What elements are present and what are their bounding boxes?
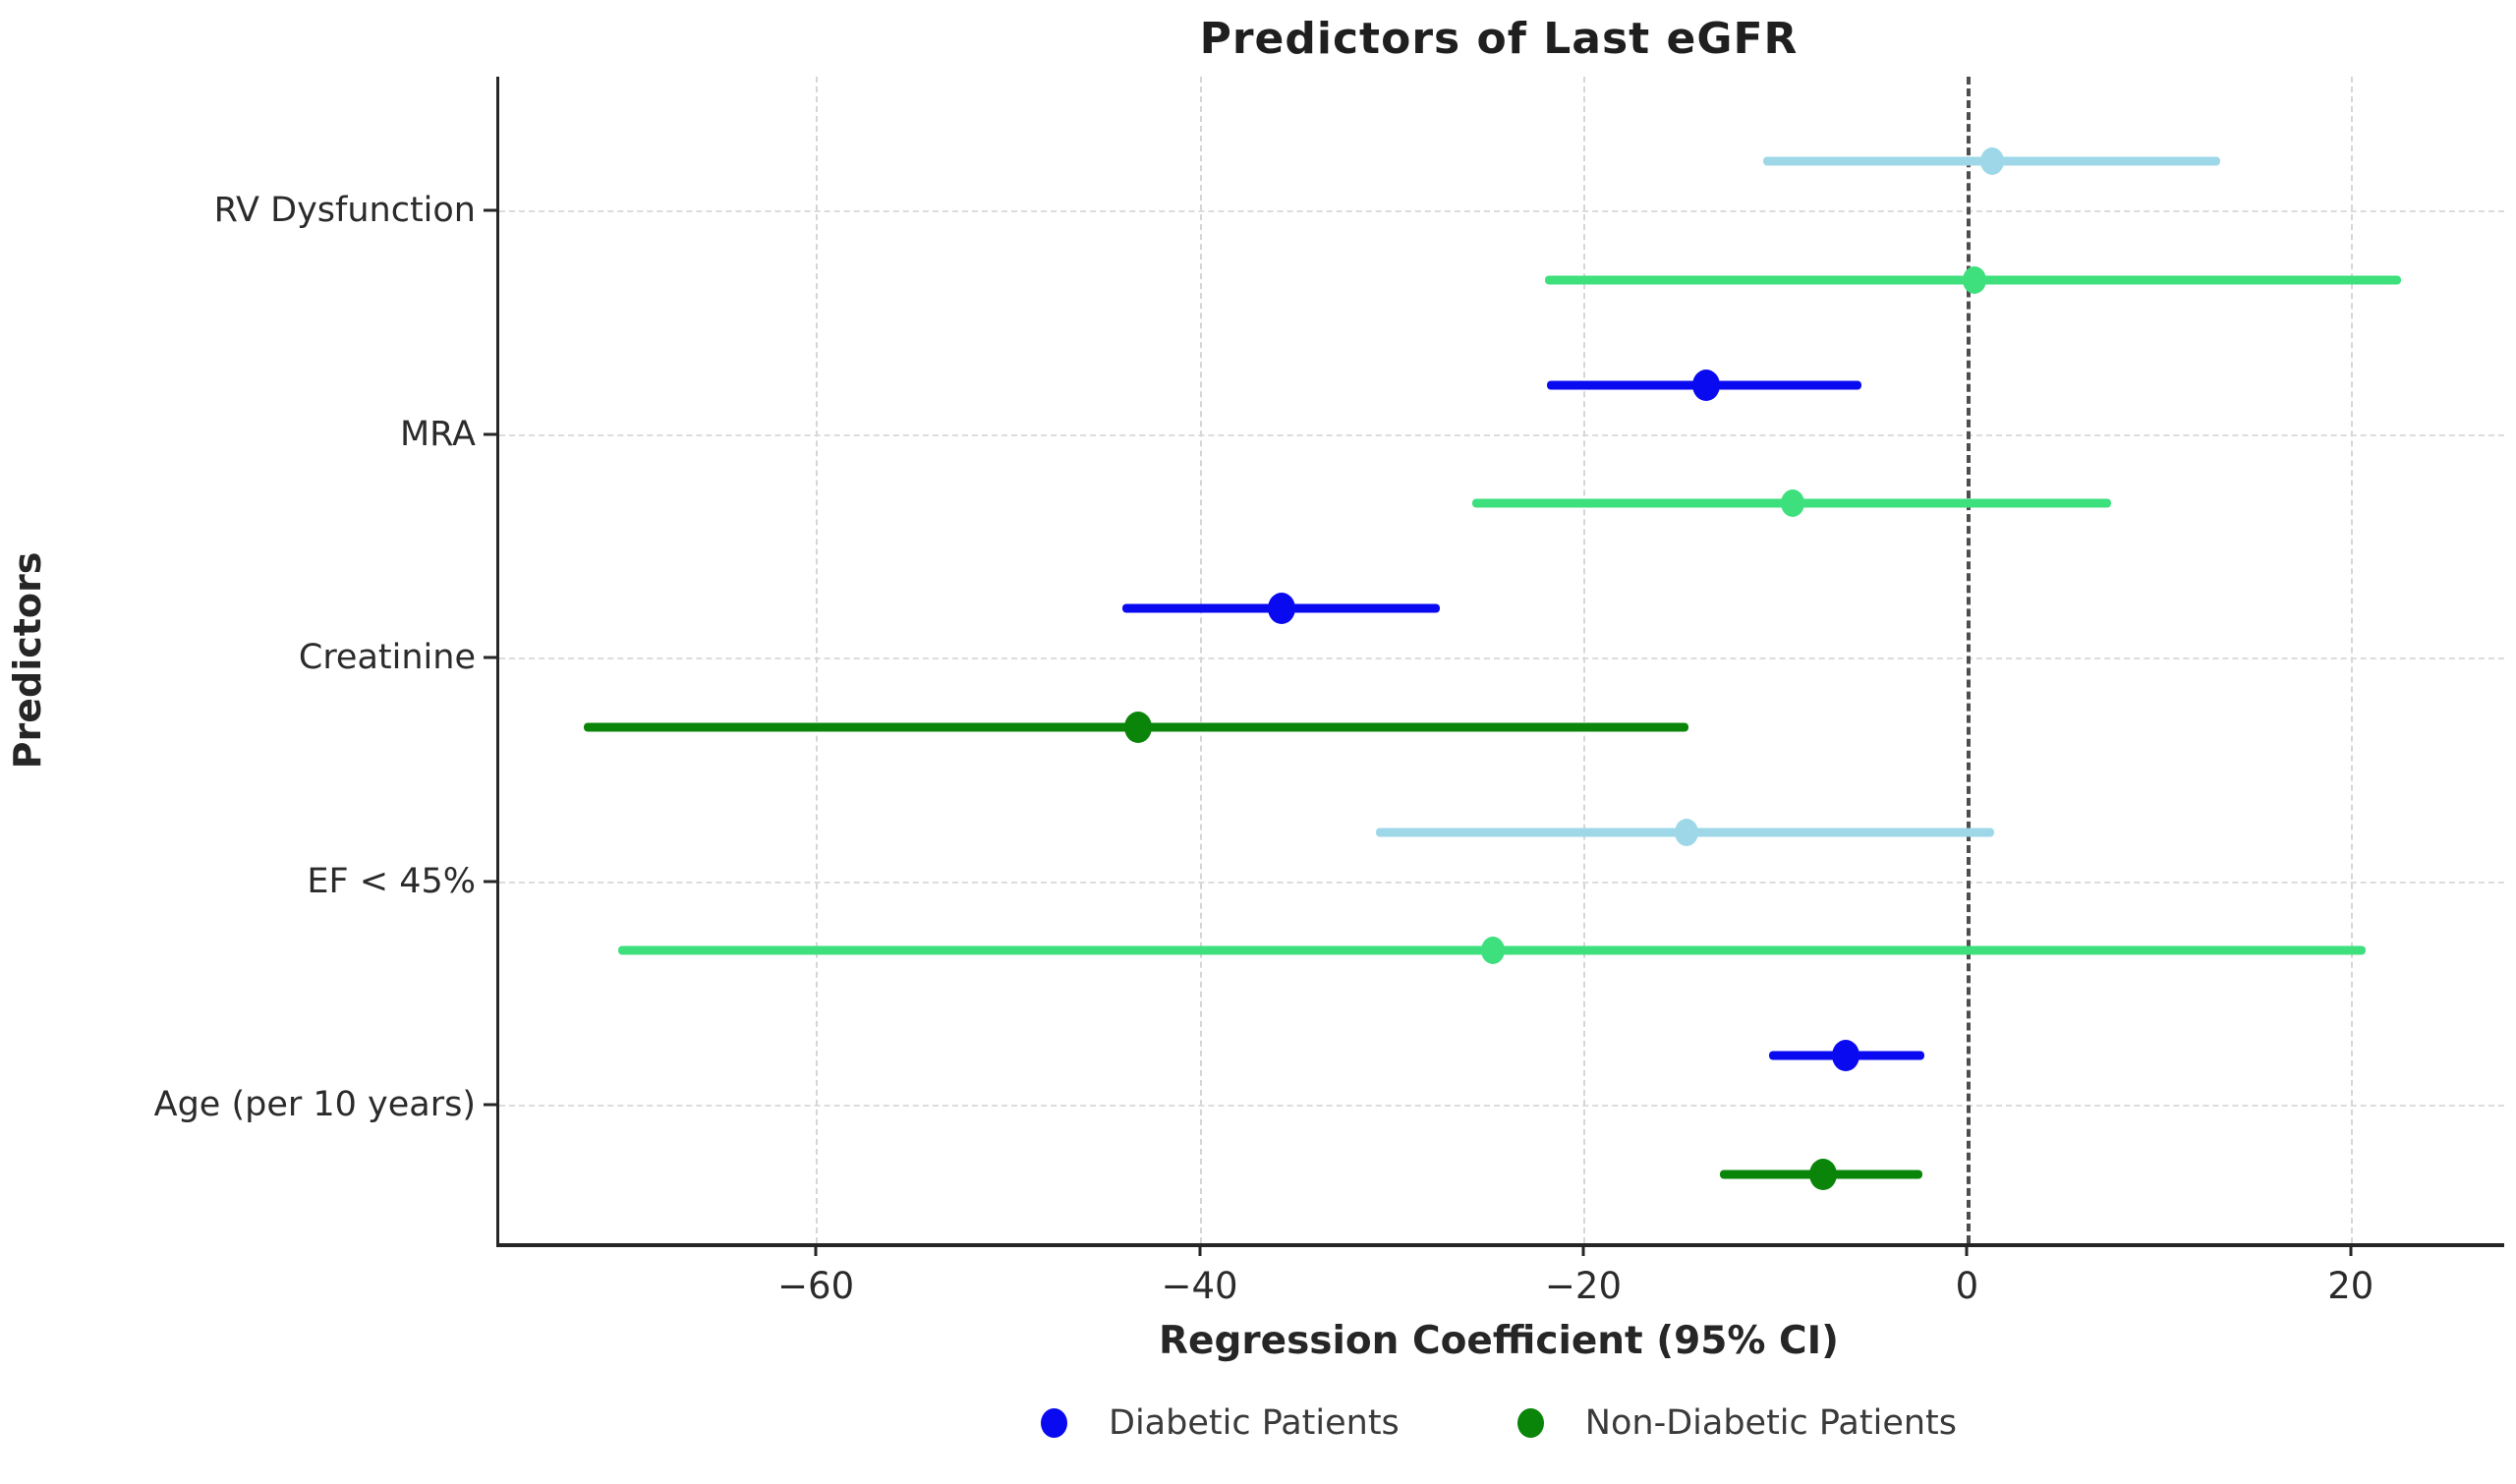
x-tick-label: −40 <box>1161 1265 1238 1307</box>
nondiabetic-legend-dot-icon <box>1516 1408 1544 1438</box>
y-tick-mark <box>484 208 497 212</box>
horizontal-gridline <box>499 881 2504 884</box>
point-estimate-marker <box>1979 147 2004 176</box>
point-estimate-marker <box>1691 369 1720 401</box>
y-tick-mark <box>484 1103 497 1107</box>
horizontal-gridline <box>499 433 2504 436</box>
x-tick-mark <box>1198 1243 1202 1256</box>
y-tick-mark <box>484 880 497 884</box>
legend-item-diabetic: Diabetic Patients <box>1041 1403 1400 1443</box>
x-axis-label: Regression Coefficient (95% CI) <box>1158 1319 1839 1363</box>
x-tick-mark <box>1965 1243 1969 1256</box>
vertical-gridline <box>816 77 819 1243</box>
category-label: MRA <box>399 414 476 454</box>
diabetic-legend-dot-icon <box>1041 1408 1067 1438</box>
x-tick-label: 0 <box>1955 1265 1979 1307</box>
category-label: Creatinine <box>298 638 476 678</box>
y-axis-label: Predictors <box>6 551 49 770</box>
zero-reference-line <box>1967 77 1972 1243</box>
category-label: RV Dysfunction <box>213 191 476 231</box>
horizontal-gridline <box>499 1105 2504 1107</box>
point-estimate-marker <box>1780 489 1804 518</box>
x-tick-mark <box>2349 1243 2353 1256</box>
y-tick-mark <box>484 656 497 659</box>
point-estimate-marker <box>1675 818 1699 846</box>
vertical-gridline <box>2350 77 2353 1243</box>
chart-title: Predictors of Last eGFR <box>1199 14 1799 64</box>
horizontal-gridline <box>499 210 2504 213</box>
category-label: EF < 45% <box>307 861 476 901</box>
vertical-gridline <box>1582 77 1585 1243</box>
legend-item-nondiabetic: Non-Diabetic Patients <box>1516 1403 1957 1443</box>
point-estimate-marker <box>1963 265 1987 294</box>
x-tick-mark <box>1581 1243 1585 1256</box>
x-tick-label: 20 <box>2327 1265 2374 1307</box>
x-tick-label: −20 <box>1544 1265 1622 1307</box>
point-estimate-marker <box>1832 1039 1860 1071</box>
legend-label-nondiabetic: Non-Diabetic Patients <box>1584 1403 1957 1443</box>
vertical-gridline <box>1199 77 1202 1243</box>
point-estimate-marker <box>1808 1158 1837 1190</box>
y-tick-mark <box>484 432 497 436</box>
point-estimate-marker <box>1124 711 1153 743</box>
legend-label-diabetic: Diabetic Patients <box>1109 1403 1400 1443</box>
category-label: Age (per 10 years) <box>153 1085 476 1124</box>
x-tick-mark <box>814 1243 818 1256</box>
point-estimate-marker <box>1268 593 1296 625</box>
point-estimate-marker <box>1481 937 1506 965</box>
plot-area: RV Dysfunction MRA Creatinine EF < 45% Age (… <box>154 77 2504 1307</box>
horizontal-gridline <box>499 657 2504 660</box>
x-tick-label: −60 <box>777 1265 855 1307</box>
legend: Diabetic Patients Non-Diabetic Patients <box>496 1403 2501 1443</box>
